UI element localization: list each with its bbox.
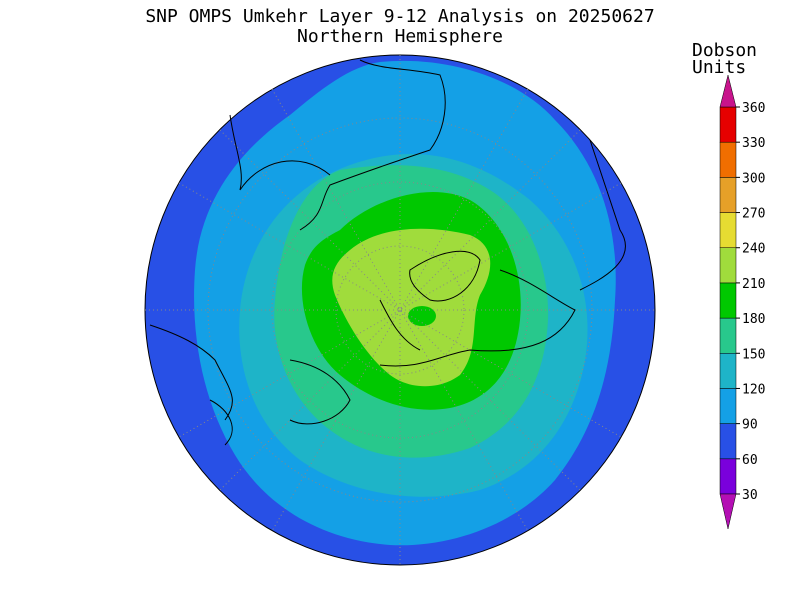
colorbar-tick-label: 120 — [742, 382, 765, 397]
map — [144, 54, 656, 566]
colorbar-tick-label: 30 — [742, 488, 758, 503]
colorbar-band — [719, 106, 737, 143]
colorbar-band — [719, 317, 737, 354]
colorbar-band — [719, 423, 737, 460]
colorbar-tick-label: 180 — [742, 312, 765, 327]
contour-spot — [408, 306, 436, 326]
colorbar-label: Units — [692, 57, 746, 78]
colorbar-tick-label: 330 — [742, 136, 765, 151]
colorbar-extend-low — [719, 493, 737, 530]
colorbar-band — [719, 353, 737, 389]
colorbar-band — [719, 212, 737, 248]
colorbar-tick-label: 60 — [742, 453, 758, 468]
colorbar-tick-label: 150 — [742, 347, 765, 362]
colorbar-tick-label: 360 — [742, 101, 765, 116]
subtitle: Northern Hemisphere — [297, 26, 503, 47]
colorbar-extend-high — [719, 74, 737, 108]
colorbar-band — [719, 247, 737, 284]
graticule — [145, 55, 655, 565]
colorbar-tick-label: 270 — [742, 207, 765, 222]
title: SNP OMPS Umkehr Layer 9-12 Analysis on 2… — [145, 6, 654, 27]
colorbar-band — [719, 388, 737, 424]
colorbar-band — [719, 458, 737, 495]
colorbar-band — [719, 282, 737, 319]
colorbar-tick-label: 240 — [742, 242, 765, 257]
contour-210 — [332, 228, 491, 387]
colorbar-tick-label: 90 — [742, 418, 758, 433]
colorbar-tick-label: 210 — [742, 277, 765, 292]
colorbar-band — [719, 141, 737, 178]
coastlines — [149, 59, 626, 446]
colorbar-band — [719, 177, 737, 213]
colorbar-tick-label: 300 — [742, 171, 765, 186]
colorbar-label: Dobson — [692, 40, 757, 61]
